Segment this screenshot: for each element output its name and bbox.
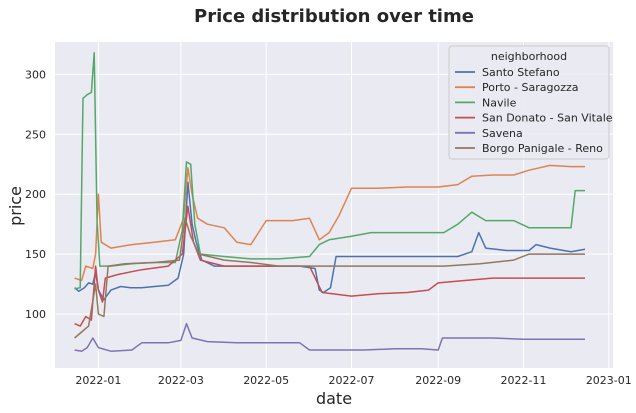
series-line-borgo-panigale-reno xyxy=(74,217,585,339)
legend-box xyxy=(448,45,610,160)
chart-title: Price distribution over time xyxy=(194,6,474,27)
x-tick-label: 2022-07 xyxy=(328,374,374,387)
series-line-porto-saragozza xyxy=(74,164,585,282)
x-tick-label: 2023-01 xyxy=(586,374,632,387)
series-line-san-donato-san-vitale xyxy=(74,205,585,327)
x-tick-label: 2022-11 xyxy=(501,374,547,387)
x-tick-label: 2022-01 xyxy=(75,374,121,387)
legend-entry: Savena xyxy=(482,127,523,140)
x-tick-label: 2022-03 xyxy=(158,374,204,387)
x-tick-label: 2022-09 xyxy=(415,374,461,387)
series-line-navile xyxy=(74,52,585,290)
y-tick-label: 100 xyxy=(25,308,46,321)
y-tick-label: 300 xyxy=(25,68,46,81)
legend-title: neighborhood xyxy=(491,50,567,63)
y-tick-label: 200 xyxy=(25,188,46,201)
y-tick-label: 250 xyxy=(25,128,46,141)
legend-entry: San Donato - San Vitale xyxy=(482,112,613,125)
y-tick-label: 150 xyxy=(25,248,46,261)
legend-entry: Santo Stefano xyxy=(482,66,560,79)
legend-entry: Navile xyxy=(482,96,517,109)
series-line-savena xyxy=(74,322,585,352)
y-axis-label: price xyxy=(6,186,25,226)
legend-entry: Borgo Panigale - Reno xyxy=(482,142,603,155)
x-axis-label: date xyxy=(316,389,352,408)
legend: neighborhood Santo Stefano Porto - Saragoz… xyxy=(448,45,613,160)
x-tick-label: 2022-05 xyxy=(243,374,289,387)
legend-entry: Porto - Saragozza xyxy=(482,81,579,94)
